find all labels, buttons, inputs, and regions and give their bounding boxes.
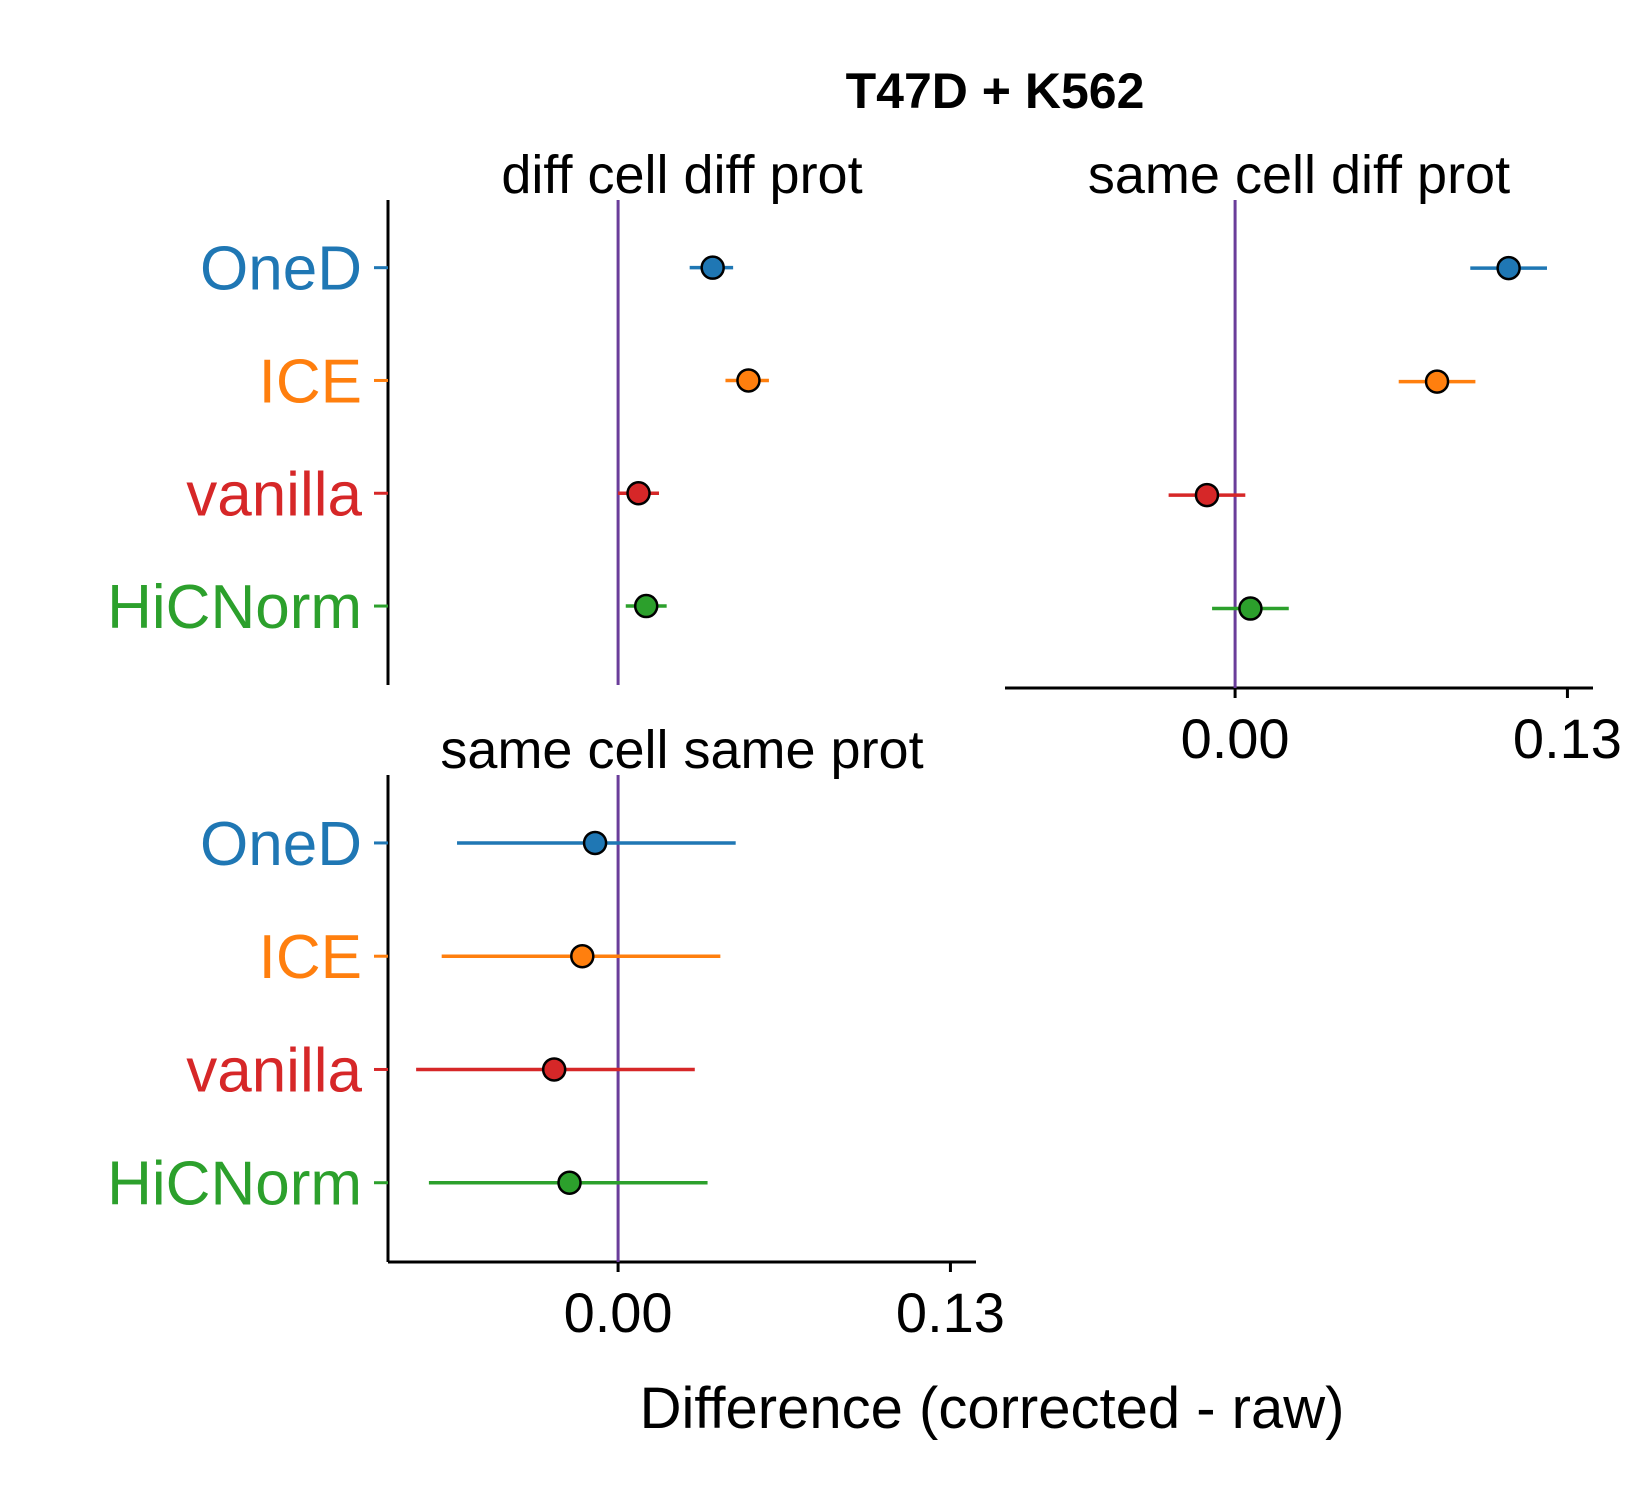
x-axis-title: Difference (corrected - raw) [640, 1376, 1345, 1441]
figure-title: T47D + K562 [846, 63, 1145, 119]
x-tick-label: 0.13 [896, 1281, 1005, 1344]
x-tick-label: 0.13 [1513, 707, 1622, 770]
data-point-hicnorm [1238, 596, 1263, 621]
data-point-vanilla [626, 481, 651, 506]
panel-1: same cell diff prot 0.00 0.13 [1005, 145, 1622, 770]
category-label-oned: OneD [200, 235, 362, 304]
data-point-ice [1424, 369, 1450, 394]
data-point-oned [1496, 255, 1521, 281]
data-point-oned [582, 830, 608, 856]
category-label-ice: ICE [259, 347, 362, 416]
data-point-hicnorm [557, 1170, 582, 1195]
data-point-ice [570, 943, 595, 969]
data-point-oned [700, 255, 725, 280]
category-label-hicnorm: HiCNorm [107, 1150, 362, 1219]
data-point-hicnorm [633, 593, 659, 619]
panel-title: same cell diff prot [1088, 145, 1510, 205]
category-label-ice: ICE [259, 923, 362, 992]
x-tick-label: 0.00 [1181, 707, 1290, 770]
panel-2: same cell same prot 0.00 0.13 OneD ICE vanill… [107, 720, 1005, 1344]
panel-0: diff cell diff prot OneD ICE vanilla HiCNorm [107, 145, 863, 685]
data-point-ice [736, 368, 761, 393]
category-label-vanilla: vanilla [186, 460, 362, 529]
panel-title: same cell same prot [440, 720, 923, 780]
panels: diff cell diff prot OneD ICE vanilla HiCNorm… [107, 145, 1622, 1344]
data-point-vanilla [541, 1057, 567, 1082]
data-point-vanilla [1194, 482, 1220, 508]
category-label-vanilla: vanilla [186, 1036, 362, 1105]
category-label-oned: OneD [200, 810, 362, 879]
x-tick-label: 0.00 [564, 1281, 673, 1344]
panel-title: diff cell diff prot [501, 145, 862, 205]
category-label-hicnorm: HiCNorm [107, 573, 362, 642]
